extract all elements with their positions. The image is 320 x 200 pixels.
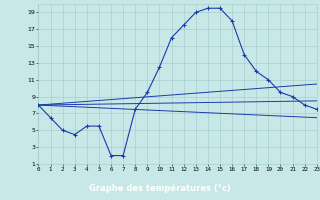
- Text: Graphe des températures (°c): Graphe des températures (°c): [89, 184, 231, 193]
